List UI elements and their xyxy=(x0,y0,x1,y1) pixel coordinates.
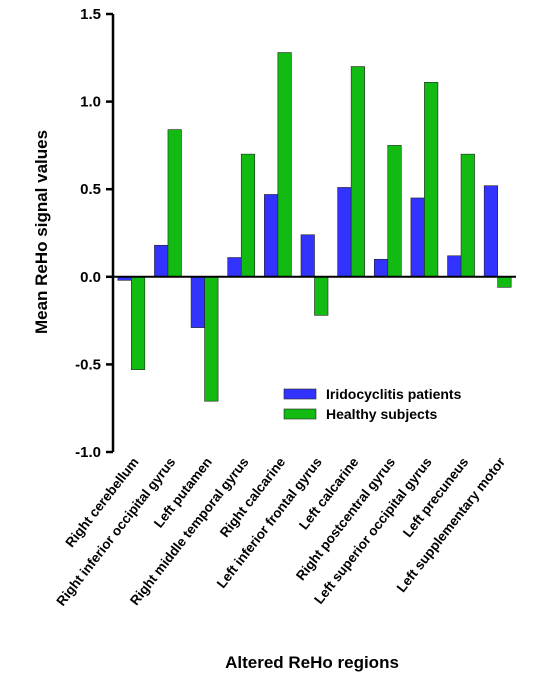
bar-healthy-10 xyxy=(460,153,475,278)
x-tick-label: Right calcarine xyxy=(217,454,289,540)
bar-patients-3 xyxy=(190,276,205,328)
legend-label-patients: Iridocyclitis patients xyxy=(326,386,462,402)
y-tick-label: 0.5 xyxy=(80,181,101,198)
bar-healthy-3 xyxy=(204,276,219,402)
bar-healthy-2 xyxy=(167,129,182,278)
bar-healthy-6 xyxy=(314,276,329,316)
legend-label-healthy: Healthy subjects xyxy=(326,406,437,422)
legend-swatch-healthy xyxy=(283,408,317,420)
bar-patients-4 xyxy=(227,257,242,278)
bar-healthy-9 xyxy=(424,82,439,278)
y-tick-label: 0.0 xyxy=(80,269,101,286)
x-tick-label: Left precuneus xyxy=(400,455,471,540)
bar-healthy-8 xyxy=(387,145,402,278)
y-tick-label: -1.0 xyxy=(75,444,101,461)
bar-patients-2 xyxy=(154,244,169,278)
bar-healthy-5 xyxy=(277,52,292,278)
bar-patients-7 xyxy=(337,187,352,278)
y-axis-label: Mean ReHo signal values xyxy=(32,130,51,334)
bar-healthy-7 xyxy=(350,66,365,278)
y-tick-label: 1.5 xyxy=(80,6,101,23)
bar-patients-11 xyxy=(483,185,498,278)
x-axis-label: Altered ReHo regions xyxy=(225,653,399,672)
y-tick-label: 1.0 xyxy=(80,94,101,111)
bar-patients-5 xyxy=(264,194,279,278)
bar-patients-8 xyxy=(373,258,389,278)
bar-patients-9 xyxy=(410,197,425,278)
bar-healthy-11 xyxy=(497,276,512,288)
y-tick-label: -0.5 xyxy=(75,356,101,373)
bar-healthy-1 xyxy=(131,276,146,370)
legend: Iridocyclitis patients Healthy subjects xyxy=(283,386,462,422)
bar-healthy-4 xyxy=(240,153,256,278)
legend-swatch-patients xyxy=(283,388,317,400)
bar-patients-6 xyxy=(300,234,315,278)
bar-patients-10 xyxy=(447,255,462,278)
